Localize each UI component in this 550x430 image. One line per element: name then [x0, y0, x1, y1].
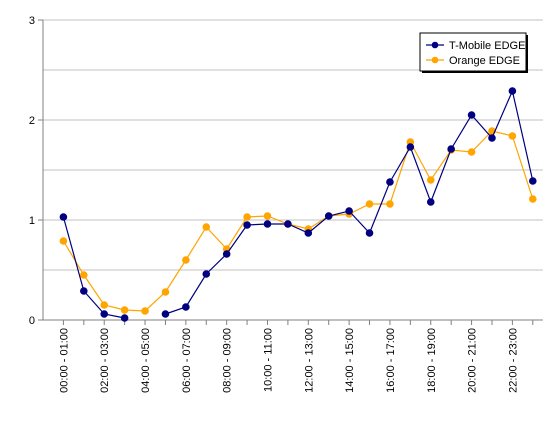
- legend: T-Mobile EDGE Orange EDGE: [419, 32, 528, 73]
- x-tick-label: 22:00 - 23:00: [507, 328, 519, 393]
- data-point: [161, 310, 170, 318]
- y-tick-label: 0: [29, 315, 35, 327]
- x-tick-label: 10:00 - 11:00: [262, 328, 274, 392]
- legend-marker: [431, 41, 439, 49]
- data-point: [426, 198, 435, 206]
- legend-label: T-Mobile EDGE: [449, 40, 525, 52]
- data-point: [141, 307, 149, 315]
- x-tick-label: 14:00 - 15:00: [344, 328, 356, 393]
- data-point: [59, 237, 68, 245]
- tick-labels: 0 1 2 3 00:00 - 01:00 02:00 - 03:00 04:00 - 05…: [29, 15, 520, 393]
- x-tick-label: 18:00 - 19:00: [426, 328, 438, 393]
- series-orange-edge: [59, 127, 537, 315]
- data-point: [284, 220, 292, 228]
- series-layer: [59, 87, 537, 322]
- y-tick-label: 2: [29, 115, 35, 127]
- legend-box: [419, 32, 527, 72]
- x-tick-label: 04:00 - 05:00: [140, 328, 152, 393]
- data-point: [324, 212, 333, 220]
- data-point: [488, 134, 496, 142]
- gridlines: [43, 19, 543, 271]
- series-line: [62, 216, 125, 319]
- legend-label: Orange EDGE: [449, 55, 520, 67]
- x-tick-label: 06:00 - 07:00: [181, 328, 193, 393]
- data-point: [59, 213, 68, 221]
- data-point: [345, 207, 353, 215]
- data-point: [120, 306, 129, 314]
- data-point: [386, 200, 394, 208]
- data-point: [263, 220, 272, 228]
- data-point: [365, 200, 374, 208]
- data-point: [528, 195, 537, 203]
- data-point: [243, 213, 251, 221]
- data-point: [182, 256, 190, 264]
- series-line: [62, 130, 534, 312]
- x-tick-label: 12:00 - 13:00: [303, 328, 315, 393]
- data-point: [467, 111, 476, 119]
- data-point: [80, 271, 88, 279]
- x-tick-label: 08:00 - 09:00: [222, 328, 234, 393]
- data-point: [243, 221, 251, 229]
- data-point: [120, 314, 129, 322]
- data-point: [406, 143, 415, 151]
- series-t-mobile-edge: [59, 87, 537, 322]
- data-point: [80, 287, 88, 295]
- data-point: [508, 87, 517, 95]
- data-point: [426, 176, 435, 184]
- x-tick-label: 20:00 - 21:00: [467, 328, 479, 393]
- data-point: [447, 145, 455, 153]
- y-tick-label: 1: [29, 215, 35, 227]
- x-tick-label: 00:00 - 01:00: [58, 328, 70, 393]
- data-point: [161, 288, 170, 296]
- data-point: [304, 229, 313, 237]
- data-point: [263, 212, 272, 220]
- data-point: [467, 148, 476, 156]
- data-point: [222, 250, 231, 258]
- legend-marker: [431, 56, 439, 64]
- data-point: [100, 310, 109, 318]
- y-tick-label: 3: [29, 15, 35, 27]
- series-line: [165, 89, 534, 315]
- data-point: [528, 177, 537, 185]
- data-point: [100, 301, 109, 309]
- data-point: [386, 178, 394, 186]
- x-tick-label: 16:00 - 17:00: [385, 328, 397, 393]
- data-point: [365, 229, 374, 237]
- x-tick-label: 02:00 - 03:00: [99, 328, 111, 393]
- data-point: [202, 223, 211, 231]
- data-point: [508, 132, 517, 140]
- data-point: [202, 270, 211, 278]
- data-point: [182, 303, 190, 311]
